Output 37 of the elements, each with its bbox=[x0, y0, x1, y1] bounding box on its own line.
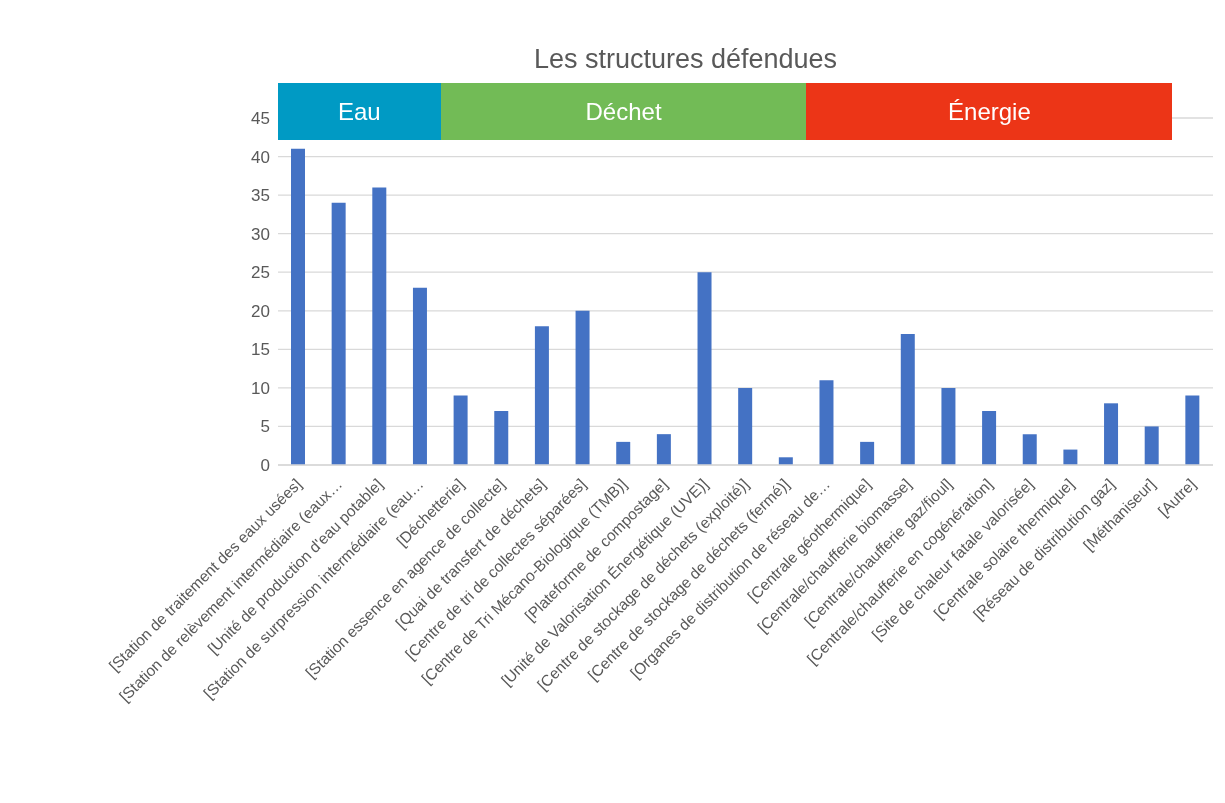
bar bbox=[616, 441, 631, 465]
bar bbox=[900, 333, 915, 465]
band-label: Énergie bbox=[806, 83, 1173, 140]
band-label: Déchet bbox=[440, 83, 807, 140]
y-tick-label: 5 bbox=[260, 417, 270, 437]
bar bbox=[291, 148, 305, 465]
bar bbox=[1185, 395, 1200, 465]
bar bbox=[331, 202, 346, 465]
bar bbox=[1104, 403, 1119, 465]
bar bbox=[412, 287, 427, 465]
band-label: Eau bbox=[278, 83, 441, 140]
bar bbox=[819, 380, 834, 465]
y-tick-label: 25 bbox=[251, 263, 270, 283]
y-tick-label: 20 bbox=[251, 301, 270, 321]
y-tick-label: 35 bbox=[251, 186, 270, 206]
bar bbox=[372, 187, 387, 465]
bar bbox=[982, 411, 997, 465]
bar bbox=[494, 411, 509, 465]
bar bbox=[941, 387, 956, 465]
y-tick-label: 15 bbox=[251, 340, 270, 360]
y-tick-label: 40 bbox=[251, 147, 270, 167]
y-tick-label: 30 bbox=[251, 224, 270, 244]
bar bbox=[534, 326, 549, 465]
bar bbox=[656, 434, 671, 465]
bar bbox=[697, 272, 712, 465]
bar bbox=[778, 457, 793, 465]
bar bbox=[1144, 426, 1159, 465]
bar bbox=[860, 441, 875, 465]
bar bbox=[1063, 449, 1078, 465]
bar bbox=[453, 395, 468, 465]
bar bbox=[1022, 434, 1037, 465]
bar bbox=[575, 310, 590, 465]
y-tick-label: 45 bbox=[251, 109, 270, 129]
bar bbox=[738, 387, 753, 465]
y-tick-label: 0 bbox=[260, 456, 270, 476]
chart-title: Les structures défendues bbox=[532, 44, 839, 75]
y-tick-label: 10 bbox=[251, 378, 270, 398]
